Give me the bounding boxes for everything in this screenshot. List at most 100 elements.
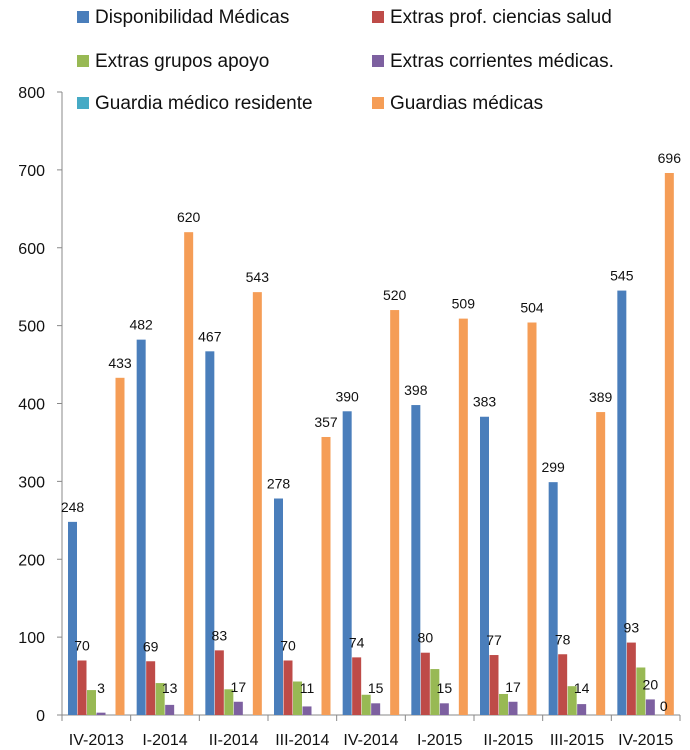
bar-extras-grupos-apoyo-iv-2015 bbox=[636, 667, 646, 715]
legend-swatch-extras-corrientes-medicas bbox=[372, 55, 384, 67]
bar-disponibilidad-medicas-iv-2014 bbox=[342, 411, 352, 715]
data-label-extras-prof-ciencias-salud-i-2015: 80 bbox=[418, 630, 434, 646]
data-label-disponibilidad-medicas-iv-2013: 248 bbox=[61, 499, 85, 515]
bar-extras-corrientes-medicas-iii-2015 bbox=[577, 704, 587, 715]
data-label-guardias-medicas-iv-2015: 696 bbox=[658, 150, 682, 166]
x-tick-label: IV-2013 bbox=[69, 732, 124, 749]
data-label-extras-prof-ciencias-salud-iv-2015: 93 bbox=[624, 620, 640, 636]
bar-extras-grupos-apoyo-ii-2014 bbox=[224, 689, 234, 715]
y-axis: 0 100 200 300 400 500 600 700 800 bbox=[18, 85, 63, 725]
y-tick-label: 0 bbox=[36, 708, 45, 725]
data-label-disponibilidad-medicas-iv-2014: 390 bbox=[335, 388, 359, 404]
bar-extras-grupos-apoyo-ii-2015 bbox=[499, 693, 508, 715]
legend-label-extras-grupos-apoyo: Extras grupos apoyo bbox=[95, 51, 269, 72]
x-axis: IV-2013 I-2014 II-2014 III-2014 IV-2014 I-201… bbox=[61, 714, 681, 749]
x-tick-label: IV-2014 bbox=[343, 732, 398, 749]
data-label-disponibilidad-medicas-iii-2015: 299 bbox=[541, 459, 565, 475]
bar-guardias-medicas-ii-2014 bbox=[252, 292, 262, 715]
bar-guardias-medicas-iv-2013 bbox=[115, 377, 125, 715]
data-label-extras-corrientes-medicas-ii-2015: 17 bbox=[505, 679, 521, 695]
data-labels: 248 70 3 433 482 69 13 620 467 83 17 543 278 70 11 357 3… bbox=[61, 150, 681, 714]
bar-extras-prof-ciencias-salud-iv-2014 bbox=[352, 657, 362, 715]
y-tick-label: 700 bbox=[18, 163, 45, 180]
data-label-disponibilidad-medicas-ii-2014: 467 bbox=[198, 328, 222, 344]
bar-guardias-medicas-iii-2015 bbox=[596, 412, 606, 715]
data-label-extras-corrientes-medicas-i-2015: 15 bbox=[437, 680, 453, 696]
legend-swatch-extras-prof-ciencias-salud bbox=[372, 11, 384, 23]
bar-extras-corrientes-medicas-iv-2015 bbox=[645, 699, 655, 715]
y-tick-label: 600 bbox=[18, 241, 45, 258]
x-tick-label: I-2014 bbox=[142, 732, 187, 749]
legend-label-extras-prof-ciencias-salud: Extras prof. ciencias salud bbox=[390, 7, 612, 28]
y-tick-label: 100 bbox=[18, 630, 45, 647]
x-tick-label: II-2014 bbox=[209, 732, 259, 749]
bar-disponibilidad-medicas-i-2015 bbox=[411, 405, 421, 715]
bar-extras-corrientes-medicas-i-2014 bbox=[165, 704, 175, 715]
data-label-extras-corrientes-medicas-iii-2015: 14 bbox=[574, 680, 590, 696]
x-tick-label: I-2015 bbox=[417, 732, 462, 749]
bar-extras-prof-ciencias-salud-iv-2013 bbox=[77, 660, 87, 715]
bar-extras-grupos-apoyo-iv-2013 bbox=[87, 690, 96, 715]
legend-swatch-disponibilidad-medicas bbox=[77, 11, 89, 23]
bar-extras-prof-ciencias-salud-iii-2014 bbox=[283, 660, 293, 715]
data-label-extras-prof-ciencias-salud-iii-2014: 70 bbox=[280, 637, 296, 653]
bar-extras-prof-ciencias-salud-ii-2014 bbox=[214, 650, 224, 715]
x-tick-label: III-2015 bbox=[550, 732, 604, 749]
bar-extras-corrientes-medicas-ii-2015 bbox=[508, 701, 518, 715]
bar-disponibilidad-medicas-iv-2013 bbox=[68, 521, 77, 715]
data-label-guardias-medicas-iii-2015: 389 bbox=[589, 389, 613, 405]
data-label-disponibilidad-medicas-iv-2015: 545 bbox=[610, 268, 634, 284]
y-tick-label: 400 bbox=[18, 397, 45, 414]
data-label-guardias-medicas-ii-2015: 504 bbox=[520, 300, 544, 316]
bar-extras-corrientes-medicas-iv-2014 bbox=[371, 703, 381, 715]
data-label-disponibilidad-medicas-i-2014: 482 bbox=[129, 317, 153, 333]
bar-disponibilidad-medicas-ii-2014 bbox=[205, 351, 215, 715]
y-tick-label: 300 bbox=[18, 474, 45, 491]
bar-guardias-medicas-iv-2014 bbox=[390, 310, 400, 715]
bar-extras-grupos-apoyo-i-2014 bbox=[155, 683, 165, 715]
data-label-extras-prof-ciencias-salud-iii-2015: 78 bbox=[555, 631, 571, 647]
y-tick-label: 200 bbox=[18, 552, 45, 569]
legend-swatch-extras-grupos-apoyo bbox=[77, 55, 89, 67]
bar-guardias-medicas-ii-2015 bbox=[527, 322, 537, 715]
bar-disponibilidad-medicas-iv-2015 bbox=[617, 290, 627, 715]
bar-disponibilidad-medicas-ii-2015 bbox=[480, 416, 489, 715]
x-tick-label: IV-2015 bbox=[618, 732, 673, 749]
data-label-extras-corrientes-medicas-iv-2014: 15 bbox=[368, 680, 384, 696]
data-label-guardias-medicas-ii-2014: 543 bbox=[246, 269, 270, 285]
bar-extras-grupos-apoyo-iv-2014 bbox=[361, 694, 371, 715]
data-label-extras-prof-ciencias-salud-ii-2015: 77 bbox=[486, 632, 502, 648]
bar-extras-corrientes-medicas-iv-2013 bbox=[96, 712, 106, 715]
data-label-guardias-medicas-iv-2014: 520 bbox=[383, 287, 407, 303]
plot-area bbox=[68, 172, 674, 716]
data-label-disponibilidad-medicas-ii-2015: 383 bbox=[473, 394, 497, 410]
bar-extras-corrientes-medicas-iii-2014 bbox=[302, 706, 312, 715]
legend-label-guardia-medico-residente: Guardia médico residente bbox=[95, 93, 313, 114]
x-tick-label: II-2015 bbox=[483, 732, 533, 749]
bar-guardias-medicas-iii-2014 bbox=[321, 436, 331, 715]
data-label-guardia-medico-residente-iv-2015: 0 bbox=[660, 698, 668, 714]
bar-extras-prof-ciencias-salud-ii-2015 bbox=[489, 655, 499, 715]
bar-extras-corrientes-medicas-i-2015 bbox=[439, 703, 449, 715]
legend: Disponibilidad Médicas Extras prof. cienc… bbox=[77, 7, 614, 114]
data-label-disponibilidad-medicas-i-2015: 398 bbox=[404, 382, 428, 398]
legend-swatch-guardia-medico-residente bbox=[77, 97, 89, 109]
data-label-guardias-medicas-i-2015: 509 bbox=[452, 296, 476, 312]
data-label-extras-prof-ciencias-salud-ii-2014: 83 bbox=[212, 627, 228, 643]
bar-extras-grupos-apoyo-iii-2015 bbox=[567, 686, 577, 715]
bar-guardias-medicas-i-2015 bbox=[458, 318, 468, 715]
data-label-extras-corrientes-medicas-iii-2014: 11 bbox=[300, 680, 315, 696]
bar-guardias-medicas-iv-2015 bbox=[664, 172, 674, 716]
data-label-extras-corrientes-medicas-iv-2015: 20 bbox=[643, 676, 659, 692]
bar-extras-grupos-apoyo-iii-2014 bbox=[293, 681, 302, 715]
y-tick-label: 500 bbox=[18, 319, 45, 336]
bar-extras-grupos-apoyo-i-2015 bbox=[430, 669, 440, 715]
data-label-extras-corrientes-medicas-iv-2013: 3 bbox=[97, 680, 105, 696]
data-label-guardias-medicas-iv-2013: 433 bbox=[108, 355, 132, 371]
legend-label-guardias-medicas: Guardias médicas bbox=[390, 93, 543, 114]
bar-extras-prof-ciencias-salud-iii-2015 bbox=[558, 654, 568, 715]
data-label-guardias-medicas-i-2014: 620 bbox=[177, 209, 201, 225]
x-tick-label: III-2014 bbox=[275, 732, 329, 749]
legend-swatch-guardias-medicas bbox=[372, 97, 384, 109]
